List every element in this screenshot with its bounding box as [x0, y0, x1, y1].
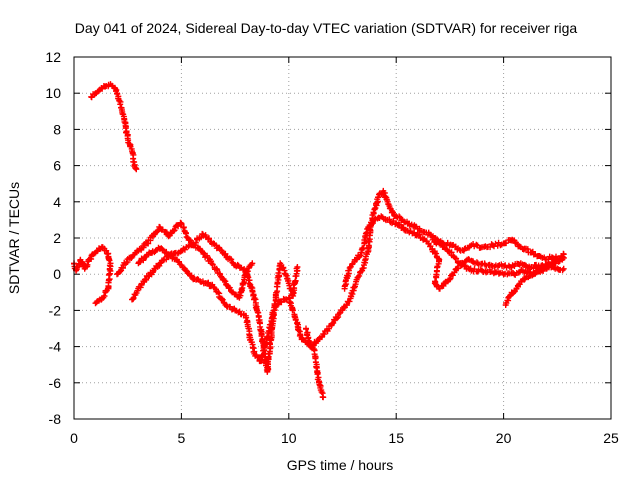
series-arc-c [135, 244, 327, 401]
x-tick-label: 5 [178, 430, 186, 446]
chart-title: Day 041 of 2024, Sidereal Day-to-day VTE… [75, 20, 578, 36]
grid-lines [74, 57, 611, 419]
y-tick-label: 12 [45, 49, 61, 65]
x-tick-label: 15 [388, 430, 404, 446]
plus-marker-trace [502, 250, 567, 308]
x-tick-label: 10 [281, 430, 297, 446]
x-tick-label: 20 [496, 430, 512, 446]
plot-border [73, 56, 612, 420]
x-tick-label: 0 [70, 430, 78, 446]
axis-ticks: 0 5 10 15 20 25 -8 -6 -4 -2 0 2 4 6 8 10 12 [45, 49, 619, 446]
y-tick-label: -6 [49, 375, 62, 391]
y-tick-label: -2 [49, 302, 62, 318]
y-tick-label: -4 [49, 339, 62, 355]
x-tick-label: 25 [603, 430, 619, 446]
y-tick-label: 10 [45, 85, 61, 101]
series-arc-early-low [71, 244, 114, 307]
plus-marker-trace [71, 244, 114, 307]
series-arc-early-high [88, 81, 140, 173]
plus-marker-trace [88, 81, 140, 173]
series-arc-late [502, 250, 567, 308]
plus-marker-trace [135, 244, 327, 401]
series-arc-a [114, 219, 256, 301]
y-tick-label: 4 [53, 194, 61, 210]
y-tick-label: 0 [53, 266, 61, 282]
data-marks [71, 81, 567, 401]
x-axis-label: GPS time / hours [287, 457, 394, 473]
y-tick-label: 6 [53, 158, 61, 174]
y-tick-label: 2 [53, 230, 61, 246]
y-tick-label: 8 [53, 121, 61, 137]
y-tick-label: -8 [49, 411, 62, 427]
y-axis-label: SDTVAR / TECUs [6, 182, 22, 294]
plus-marker-trace [114, 219, 256, 301]
